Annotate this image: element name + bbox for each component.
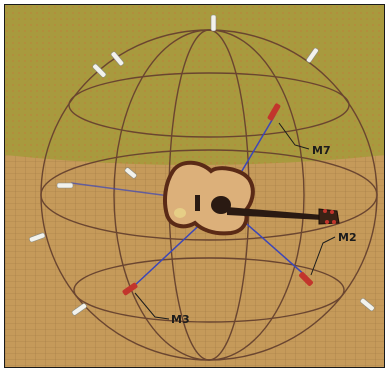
guitar (163, 160, 340, 236)
label-m7: M7 (312, 144, 331, 157)
guitar-neck (227, 207, 323, 220)
guitar-headstock (318, 208, 340, 225)
microphone-white (110, 51, 124, 66)
microphone-white (210, 14, 217, 32)
sphere-latitude-upper (68, 72, 350, 138)
guitar-tuner (332, 220, 336, 224)
red-microphones (122, 103, 313, 296)
microphone-white (71, 303, 87, 316)
microphone-white (360, 298, 375, 312)
microphone-white (92, 63, 107, 78)
leader-m2 (310, 236, 336, 276)
leader-m3 (134, 292, 170, 320)
guitar-body (163, 160, 255, 236)
label-m3: M3 (171, 313, 190, 326)
microphone-m2 (299, 272, 313, 286)
microphone-white (29, 232, 46, 243)
label-m2: M2 (338, 231, 357, 244)
diagram-frame: M7 M2 M3 (4, 4, 385, 368)
label-leaders (134, 122, 336, 320)
guitar-soundhole (211, 196, 231, 214)
guitar-highlight (174, 208, 186, 218)
floor-grid (5, 155, 384, 367)
microphone-white (124, 167, 137, 179)
leader-m7 (278, 122, 310, 150)
microphone-white (306, 47, 319, 63)
guitar-bridge (195, 195, 200, 211)
white-microphones (29, 14, 375, 316)
microphone-m3 (122, 282, 138, 296)
guitar-tuner (330, 210, 334, 214)
sphere-equator (40, 149, 378, 241)
microphone-white (56, 182, 74, 189)
guitar-tuner (325, 220, 329, 224)
guitar-tuner (323, 209, 327, 213)
microphone-m7 (267, 103, 281, 121)
microphone-sphere-diagram: M7 M2 M3 (5, 5, 384, 367)
sphere-latitude-lower (73, 257, 345, 323)
